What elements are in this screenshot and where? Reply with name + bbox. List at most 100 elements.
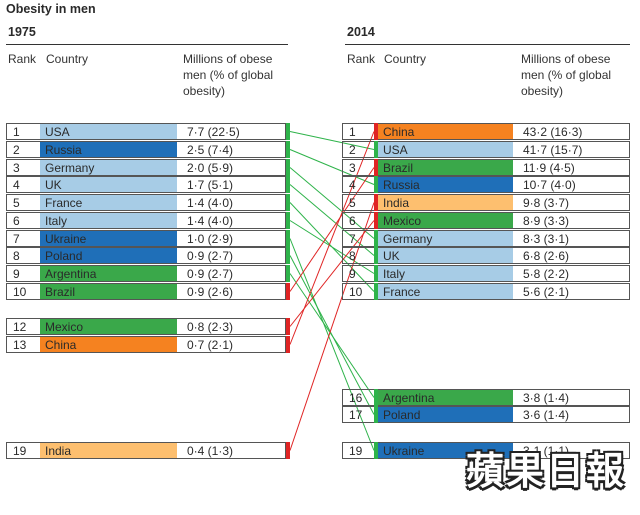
right-table-rank: 4 [342,176,378,193]
right-year: 2014 [347,25,375,39]
right-table-change-marker [374,123,378,140]
right-table-rank: 3 [342,159,378,176]
right-table-country-cell: Brazil [378,159,513,176]
right-table-row: 7 Germany 8·3 (3·1) [342,230,634,247]
right-table-change-marker [374,212,378,229]
left-table-country-cell: Ukraine [40,230,177,247]
left-table-rank: 19 [6,442,40,459]
left-table-row: 10 Brazil 0·9 (2·6) [6,283,290,300]
left-table-row: 19 India 0·4 (1·3) [6,442,290,459]
right-table-change-marker [374,442,378,459]
right-table-value-cell: 6·8 (2·6) [513,247,630,264]
left-table-value-cell: 2·5 (7·4) [177,141,286,158]
right-table-rank: 10 [342,283,378,300]
left-table-change-marker [286,123,290,140]
right-table-change-marker [374,265,378,282]
right-table-country-cell: France [378,283,513,300]
link-usa [289,131,375,150]
right-table-value-cell: 9·8 (3·7) [513,194,630,211]
left-header-country: Country [46,52,89,66]
right-table-value-cell: 8·3 (3·1) [513,230,630,247]
left-table-row: 2 Russia 2·5 (7·4) [6,141,290,158]
left-table-rank: 8 [6,247,40,264]
right-header-rank: Rank [347,52,376,66]
right-table-row: 5 India 9·8 (3·7) [342,194,634,211]
left-table-change-marker [286,212,290,229]
right-table-country-cell: Argentina [378,389,513,406]
left-table-row: 4 UK 1·7 (5·1) [6,176,290,193]
right-table-country-cell: China [378,123,513,140]
left-table-rank: 6 [6,212,40,229]
right-table-rank: 7 [342,230,378,247]
left-table-rank: 1 [6,123,40,140]
left-table-country-cell: Poland [40,247,177,264]
left-table-change-marker [286,141,290,158]
left-table-change-marker [286,230,290,247]
right-table-change-marker [374,176,378,193]
left-table-value-cell: 0·7 (2·1) [177,336,286,353]
link-russia [289,149,375,185]
left-table-value-cell: 1·7 (5·1) [177,176,286,193]
left-table-rank: 10 [6,283,40,300]
left-table-value-cell: 0·9 (2·7) [177,247,286,264]
right-header-country: Country [384,52,427,66]
left-table-change-marker [286,442,290,459]
left-table-country-cell: Germany [40,159,177,176]
left-table-rank: 9 [6,265,40,282]
right-table-value-cell: 43·2 (16·3) [513,123,630,140]
left-table-rank: 4 [6,176,40,193]
left-table-value-cell: 0·4 (1·3) [177,442,286,459]
right-table-rank: 5 [342,194,378,211]
right-table-country-cell: Ukraine [378,442,513,459]
left-table-change-marker [286,159,290,176]
left-table-row: 1 USA 7·7 (22·5) [6,123,290,140]
left-year: 1975 [8,25,36,39]
left-table-change-marker [286,176,290,193]
right-table-rank: 19 [342,442,378,459]
left-table-value-cell: 0·9 (2·6) [177,283,286,300]
right-table-value-cell: 10·7 (4·0) [513,176,630,193]
left-table-change-marker [286,283,290,300]
link-argentina [289,273,375,398]
right-table-country-cell: India [378,194,513,211]
link-italy [289,220,375,274]
left-table-value-cell: 1·0 (2·9) [177,230,286,247]
right-table-value-cell: 3·8 (1·4) [513,389,630,406]
left-table-value-cell: 0·9 (2·7) [177,265,286,282]
left-table-rank: 3 [6,159,40,176]
left-table-country-cell: France [40,194,177,211]
right-table-change-marker [374,283,378,300]
left-table-country-cell: Italy [40,212,177,229]
left-table-row: 13 China 0·7 (2·1) [6,336,290,353]
right-table-country-cell: Germany [378,230,513,247]
right-table-change-marker [374,194,378,211]
right-table-rank: 6 [342,212,378,229]
left-table-country-cell: USA [40,123,177,140]
right-table-rank: 16 [342,389,378,406]
left-table-row: 8 Poland 0·9 (2·7) [6,247,290,264]
left-header-rank: Rank [8,52,37,66]
left-year-rule [6,44,288,45]
right-table-row: 17 Poland 3·6 (1·4) [342,406,634,423]
right-table-country-cell: UK [378,247,513,264]
left-table-country-cell: Argentina [40,265,177,282]
right-table-change-marker [374,406,378,423]
left-table-change-marker [286,336,290,353]
left-table-country-cell: China [40,336,177,353]
right-table-row: 4 Russia 10·7 (4·0) [342,176,634,193]
left-table-value-cell: 0·8 (2·3) [177,318,286,335]
left-table-country-cell: Russia [40,141,177,158]
left-table-country-cell: Brazil [40,283,177,300]
left-table-rank: 13 [6,336,40,353]
right-table-value-cell: 3·1 (1·1) [513,442,630,459]
right-table-change-marker [374,141,378,158]
right-table-country-cell: Poland [378,406,513,423]
left-table-rank: 2 [6,141,40,158]
right-table-rank: 1 [342,123,378,140]
right-table-rank: 17 [342,406,378,423]
right-table-row: 8 UK 6·8 (2·6) [342,247,634,264]
left-table-row: 9 Argentina 0·9 (2·7) [6,265,290,282]
right-table-value-cell: 11·9 (4·5) [513,159,630,176]
right-year-rule [345,44,630,45]
